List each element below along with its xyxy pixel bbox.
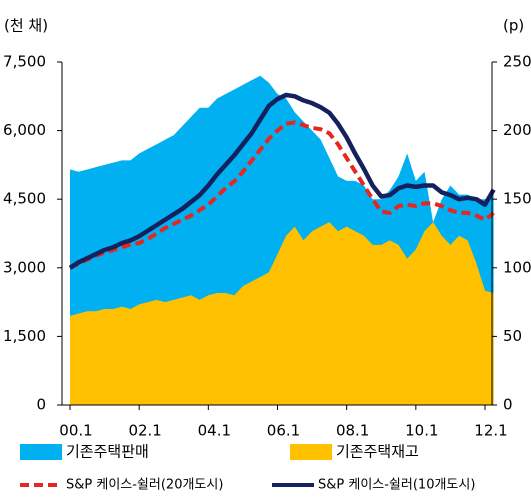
legend-label: S&P 케이스-쉴러(20개도시)	[66, 478, 223, 493]
y2-tick-label: 50	[503, 327, 522, 345]
y2-tick-label: 100	[503, 258, 531, 276]
y-tick-label: 7,500	[3, 53, 46, 71]
line	[69, 120, 495, 270]
x-tick-label: 00.1	[59, 422, 92, 440]
x-tick-label: 08.1	[336, 422, 369, 440]
legend-label: S&P 케이스-쉴러(10개도시)	[318, 478, 475, 493]
x-tick-label: 10.1	[405, 422, 438, 440]
y2-axis-label: (p)	[503, 17, 524, 35]
line	[68, 92, 496, 270]
x-tick-label: 02.1	[128, 422, 161, 440]
y-tick-label: 4,500	[3, 190, 46, 208]
y-tick-label: 6,000	[3, 121, 46, 139]
y2-tick-label: 0	[503, 396, 513, 414]
legend-label: 기존주택판매	[66, 443, 149, 461]
y2-tick-label: 200	[503, 121, 531, 139]
legend-swatch	[20, 444, 62, 460]
legend-label: 기존주택재고	[336, 443, 419, 461]
y2-tick-label: 250	[503, 53, 531, 71]
legend-swatch	[290, 444, 332, 460]
y-tick-label: 3,000	[3, 258, 46, 276]
y-tick-label: 0	[36, 396, 46, 414]
y2-tick-label: 150	[503, 190, 531, 208]
x-tick-label: 04.1	[198, 422, 231, 440]
area	[70, 222, 494, 405]
x-tick-label: 06.1	[267, 422, 300, 440]
x-tick-label: 12.1	[474, 422, 507, 440]
y-tick-label: 1,500	[3, 327, 46, 345]
y-axis-label: (천 채)	[4, 17, 48, 35]
